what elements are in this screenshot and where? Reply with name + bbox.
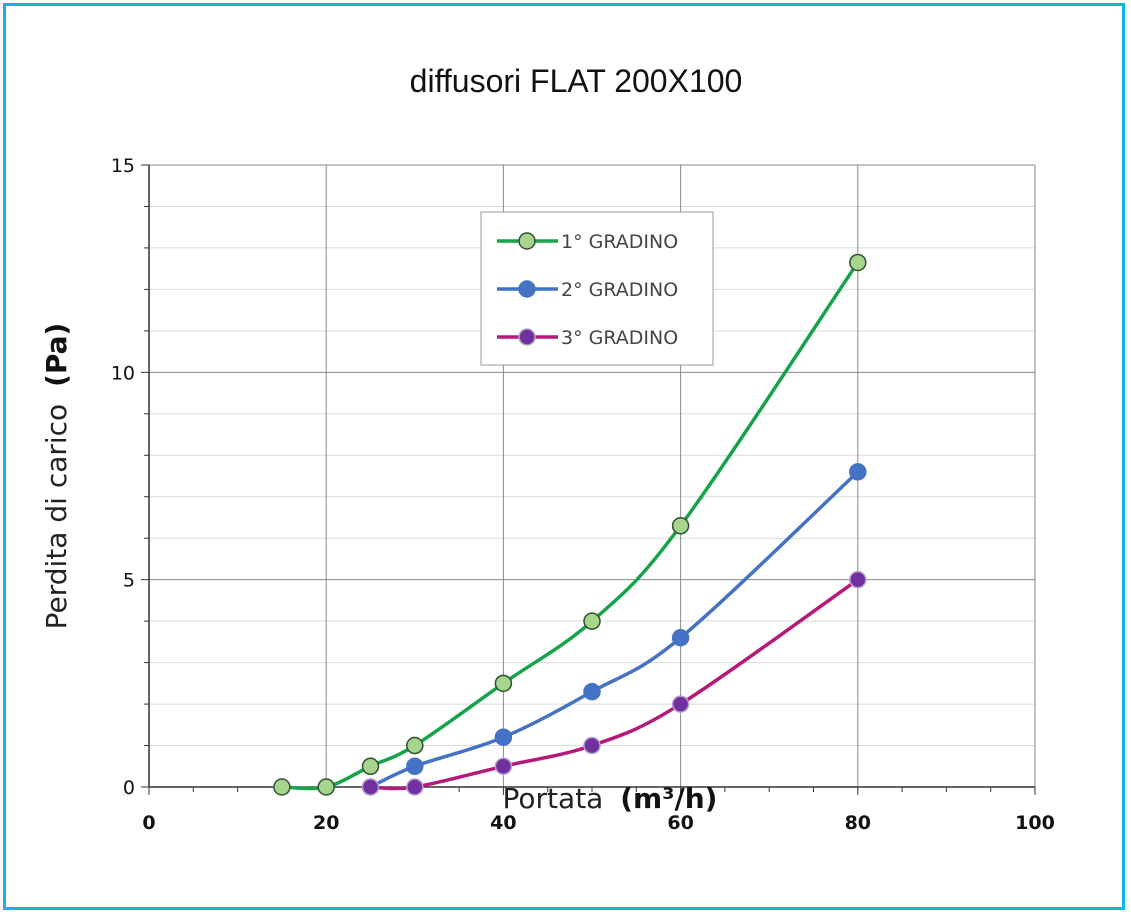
series-3 <box>361 570 867 796</box>
x-tick-label: 100 <box>1015 812 1055 834</box>
series-2 <box>361 463 867 796</box>
data-point <box>583 612 601 630</box>
chart-title: diffusori FLAT 200X100 <box>410 63 743 99</box>
chart-frame <box>3 3 1125 910</box>
data-point <box>583 682 601 701</box>
data-point <box>361 778 380 796</box>
series-line <box>281 261 860 791</box>
x-tick-label: 40 <box>490 812 516 834</box>
data-point <box>583 736 601 755</box>
legend-item: 1° GRADINO <box>497 231 678 253</box>
data-point <box>317 778 335 796</box>
legend-label: 1° GRADINO <box>561 231 678 253</box>
x-axis-unit: (m³/h) <box>620 782 717 815</box>
y-tick-label: 0 <box>123 777 135 799</box>
legend: 1° GRADINO 2° GRADINO 3° GRADINO <box>480 211 714 366</box>
data-point <box>361 757 380 776</box>
legend-swatch-marker <box>518 280 536 298</box>
x-tick-label: 0 <box>142 812 155 834</box>
legend-label: 3° GRADINO <box>561 327 678 349</box>
data-point <box>849 253 867 272</box>
legend-label: 2° GRADINO <box>561 279 678 301</box>
x-tick-label: 80 <box>845 812 871 834</box>
legend-swatch-marker <box>518 328 536 346</box>
legend-item: 3° GRADINO <box>497 327 678 349</box>
series-1 <box>273 253 867 796</box>
data-point <box>849 463 867 481</box>
y-tick-label: 5 <box>123 570 135 592</box>
data-point <box>406 778 424 796</box>
data-point <box>494 757 513 776</box>
legend-item: 2° GRADINO <box>497 279 678 301</box>
tick-labels: 0 5 10 15 0 20 40 60 80 100 <box>111 155 1055 834</box>
y-tick-label: 15 <box>111 155 135 177</box>
y-axis-label: Perdita di carico (Pa) <box>40 323 73 630</box>
y-tick-label: 10 <box>111 362 135 384</box>
x-axis-label: Portata (m³/h) <box>503 782 718 815</box>
series-line <box>369 470 859 789</box>
data-point <box>494 674 513 693</box>
data-point <box>494 728 513 746</box>
data-point <box>671 695 690 713</box>
data-point <box>273 778 291 796</box>
data-point <box>671 517 690 535</box>
x-tick-label: 20 <box>313 812 339 834</box>
x-tick-label: 60 <box>667 812 693 834</box>
y-axis-label-name: Perdita di carico <box>40 404 73 630</box>
legend-swatch-marker <box>518 232 536 250</box>
y-axis-unit: (Pa) <box>40 323 73 387</box>
data-point <box>406 736 424 755</box>
data-point <box>849 570 867 589</box>
data-point <box>406 757 424 776</box>
series-group <box>273 253 867 796</box>
x-axis-label-name: Portata <box>503 782 604 815</box>
data-point <box>671 628 690 647</box>
